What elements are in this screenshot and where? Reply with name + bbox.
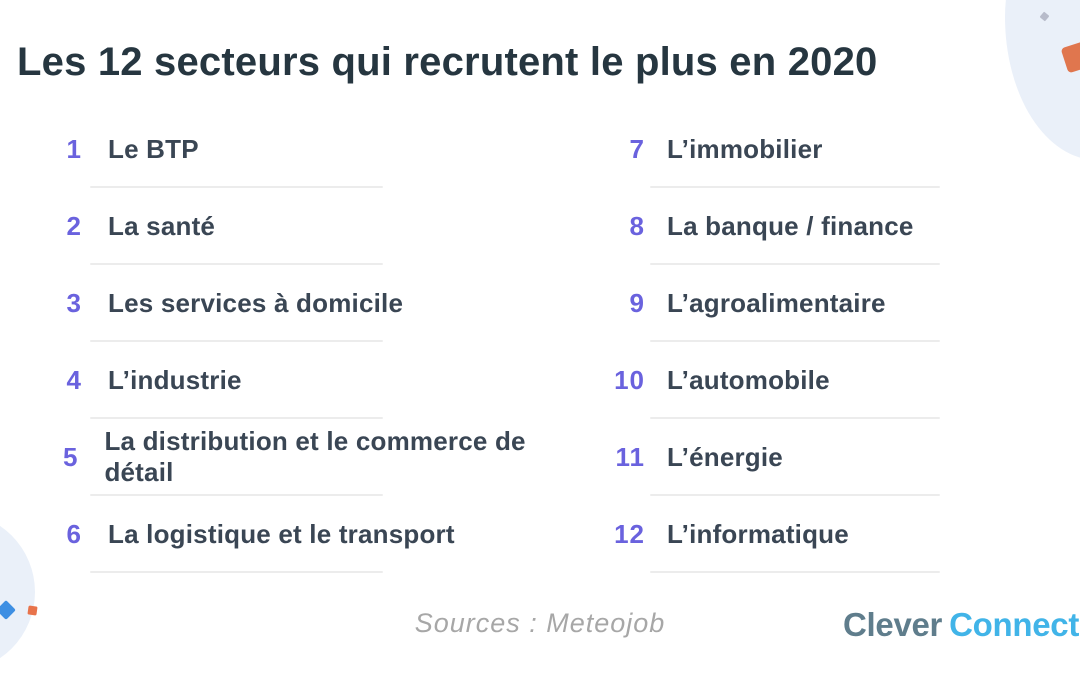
cleverconnect-logo: Clever Connect xyxy=(843,606,1079,644)
list-item: 4 L’industrie xyxy=(40,342,560,419)
item-label: La banque / finance xyxy=(667,210,914,241)
item-label: L’énergie xyxy=(667,441,783,472)
list-item: 7 L’immobilier xyxy=(600,111,1060,188)
list-item: 6 La logistique et le transport xyxy=(40,496,560,573)
divider xyxy=(650,494,940,496)
divider xyxy=(90,340,383,342)
item-label: L’industrie xyxy=(108,364,242,395)
item-number: 11 xyxy=(615,441,645,472)
divider xyxy=(90,417,383,419)
item-number: 4 xyxy=(66,364,82,395)
divider xyxy=(650,263,940,265)
divider xyxy=(90,571,383,573)
item-number: 6 xyxy=(66,518,82,549)
divider xyxy=(650,186,940,188)
logo-text-connect: Connect xyxy=(949,606,1080,643)
item-number: 1 xyxy=(66,133,82,164)
page-title: Les 12 secteurs qui recrutent le plus en… xyxy=(17,40,878,84)
divider xyxy=(90,263,383,265)
list-item: 2 La santé xyxy=(40,188,560,265)
item-label: L’agroalimentaire xyxy=(667,287,886,318)
divider xyxy=(650,571,940,573)
item-label: L’automobile xyxy=(667,364,830,395)
source-credit: Sources : Meteojob xyxy=(414,608,666,638)
list-item: 10 L’automobile xyxy=(600,342,1060,419)
list-item: 1 Le BTP xyxy=(40,111,560,188)
item-label: La distribution et le commerce de détail xyxy=(104,426,526,487)
item-label: Le BTP xyxy=(108,133,199,164)
sector-list-right: 7 L’immobilier 8 La banque / finance 9 L… xyxy=(600,111,1060,573)
item-number: 3 xyxy=(66,287,82,318)
item-number: 12 xyxy=(614,518,645,549)
item-label: L’informatique xyxy=(667,518,849,549)
divider xyxy=(650,417,940,419)
item-label: La logistique et le transport xyxy=(108,518,455,549)
divider xyxy=(650,340,940,342)
item-number: 5 xyxy=(62,441,79,472)
sector-list-left: 1 Le BTP 2 La santé 3 Les services à dom… xyxy=(40,111,560,573)
logo-text-clever: Clever xyxy=(843,606,943,643)
item-number: 8 xyxy=(629,210,645,241)
item-label: L’immobilier xyxy=(667,133,823,164)
list-item: 5 La distribution et le commerce de déta… xyxy=(40,419,560,496)
list-item: 9 L’agroalimentaire xyxy=(600,265,1060,342)
divider xyxy=(90,494,383,496)
item-number: 7 xyxy=(629,133,645,164)
item-label: La santé xyxy=(108,210,216,241)
item-number: 9 xyxy=(629,287,645,318)
item-number: 10 xyxy=(614,364,645,395)
item-number: 2 xyxy=(66,210,82,241)
list-item: 12 L’informatique xyxy=(600,496,1060,573)
divider xyxy=(90,186,383,188)
item-label: Les services à domicile xyxy=(108,287,404,318)
list-item: 3 Les services à domicile xyxy=(40,265,560,342)
decorative-blob-bottom-left xyxy=(0,512,35,672)
list-item: 11 L’énergie xyxy=(600,419,1060,496)
list-item: 8 La banque / finance xyxy=(600,188,1060,265)
